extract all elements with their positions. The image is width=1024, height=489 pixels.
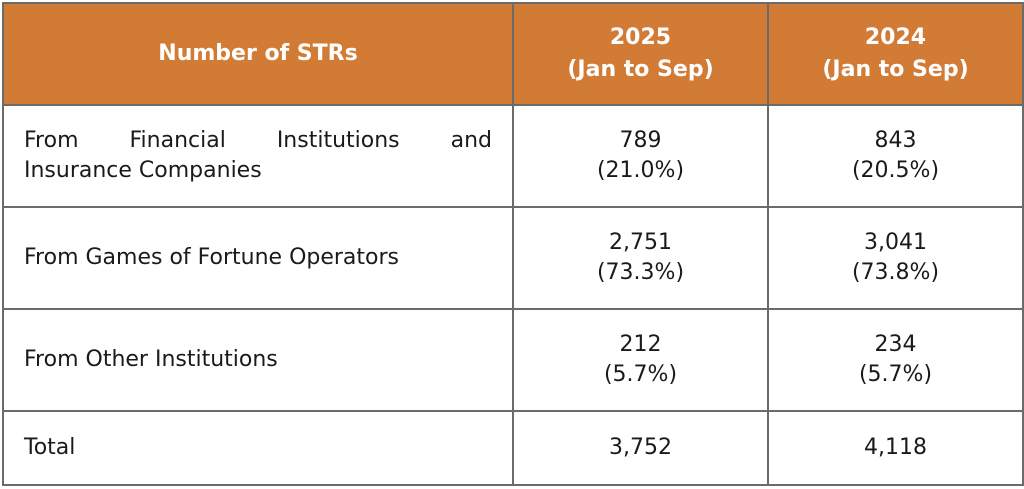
- row-label-text: Total: [24, 435, 76, 460]
- row-label-total: Total: [2, 410, 514, 486]
- table-row: From Games of Fortune Operators 2,751 (7…: [2, 206, 1024, 310]
- row-label-line2: Insurance Companies: [24, 158, 262, 183]
- percent-2024: (73.8%): [851, 260, 940, 285]
- value-2025: 2,751: [609, 230, 672, 255]
- percent-2025: (21.0%): [596, 158, 685, 183]
- cell-2025-games: 2,751 (73.3%): [512, 206, 769, 310]
- value-2025: 3,752: [609, 435, 672, 460]
- cell-2024-financial: 843 (20.5%): [767, 104, 1024, 208]
- table-row: From Financial Institutions and Insuranc…: [2, 104, 1024, 208]
- header-2025: 2025 (Jan to Sep): [512, 2, 769, 106]
- cell-2024-games: 3,041 (73.8%): [767, 206, 1024, 310]
- row-label-games-of-fortune: From Games of Fortune Operators: [2, 206, 514, 310]
- value-2024: 3,041: [864, 230, 927, 255]
- cell-2024-total: 4,118: [767, 410, 1024, 486]
- row-label-line1: From Financial Institutions and: [24, 128, 492, 153]
- header-number-of-strs-label: Number of STRs: [158, 41, 358, 66]
- header-2024-period: (Jan to Sep): [822, 57, 969, 82]
- value-2024: 843: [874, 128, 917, 153]
- header-2024-year: 2024: [864, 25, 927, 50]
- header-number-of-strs: Number of STRs: [2, 2, 514, 106]
- table-row: From Other Institutions 212 (5.7%) 234 (…: [2, 308, 1024, 412]
- table-header: Number of STRs 2025 (Jan to Sep) 2024 (J…: [2, 2, 1024, 106]
- cell-2025-other: 212 (5.7%): [512, 308, 769, 412]
- row-label-financial-institutions: From Financial Institutions and Insuranc…: [2, 104, 514, 208]
- value-2025: 789: [619, 128, 662, 153]
- cell-2025-total: 3,752: [512, 410, 769, 486]
- cell-2024-other: 234 (5.7%): [767, 308, 1024, 412]
- percent-2024: (20.5%): [851, 158, 940, 183]
- table-body: From Financial Institutions and Insuranc…: [2, 104, 1024, 486]
- header-2025-year: 2025: [609, 25, 672, 50]
- percent-2025: (73.3%): [596, 260, 685, 285]
- header-2024: 2024 (Jan to Sep): [767, 2, 1024, 106]
- value-2025: 212: [619, 332, 662, 357]
- value-2024: 234: [874, 332, 917, 357]
- row-label-text: From Games of Fortune Operators: [24, 245, 399, 270]
- row-label-text: From Other Institutions: [24, 347, 278, 372]
- row-label-other-institutions: From Other Institutions: [2, 308, 514, 412]
- header-row: Number of STRs 2025 (Jan to Sep) 2024 (J…: [2, 2, 1024, 106]
- percent-2024: (5.7%): [858, 362, 933, 387]
- value-2024: 4,118: [864, 435, 927, 460]
- cell-2025-financial: 789 (21.0%): [512, 104, 769, 208]
- header-2025-period: (Jan to Sep): [567, 57, 714, 82]
- table-row-total: Total 3,752 4,118: [2, 410, 1024, 486]
- percent-2025: (5.7%): [603, 362, 678, 387]
